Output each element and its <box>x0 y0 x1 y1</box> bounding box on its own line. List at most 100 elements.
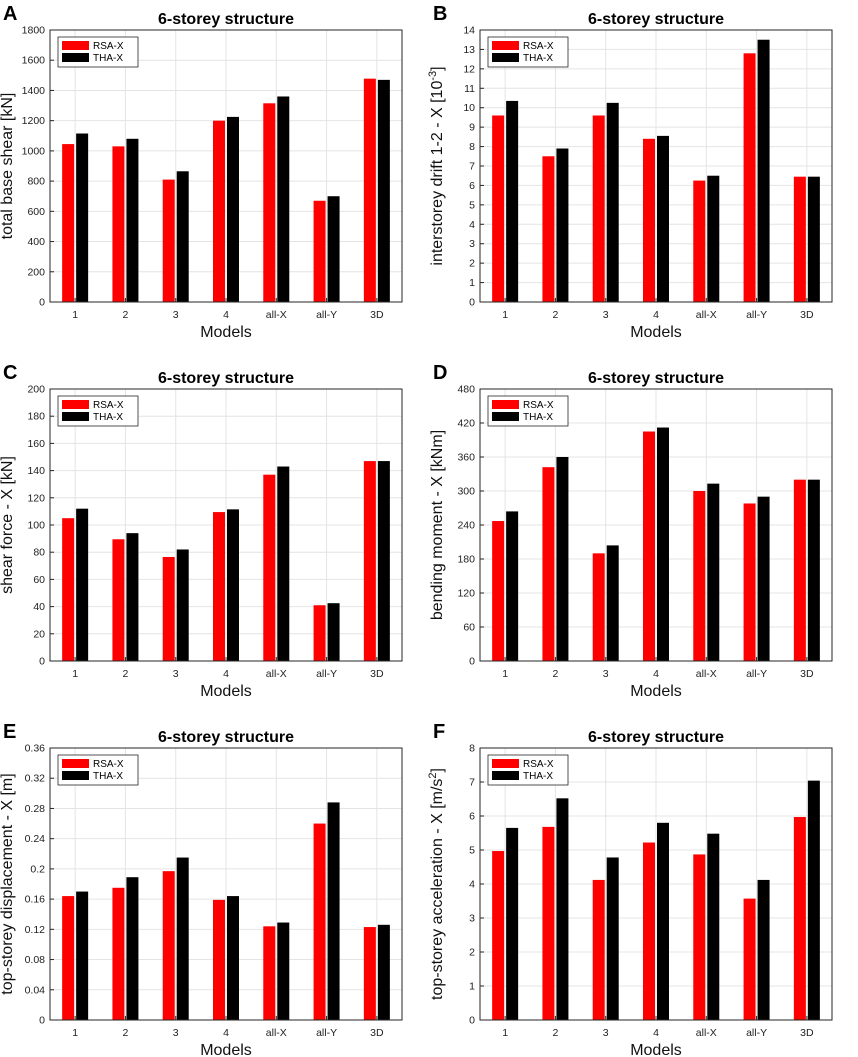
y-tick-label: 4 <box>469 219 475 231</box>
y-tick-label: 0.2 <box>30 863 45 875</box>
chart-panel-f: 0 1 2 3 4 5 6 7 8 1 2 3 4 all-X all-Y 3D F 6-storey struc… <box>427 721 833 1057</box>
panel-letter: F <box>433 721 445 743</box>
y-tick-label: 200 <box>27 384 45 396</box>
y-axis-label-end: ] <box>429 66 446 70</box>
bar-rsa-x-4 <box>643 842 655 1020</box>
y-tick-label: 0.16 <box>25 894 46 906</box>
bar-rsa-x-all-y <box>313 823 326 1020</box>
x-tick-label: 1 <box>502 309 508 321</box>
axes-box <box>479 29 833 303</box>
y-tick-label: 0.04 <box>25 984 46 996</box>
x-axis-label: Models <box>200 683 252 700</box>
y-tick-label: 1 <box>469 981 475 993</box>
y-tick-label: 60 <box>33 574 45 586</box>
legend-label-rsa-x: RSA-X <box>93 400 124 411</box>
y-tick-label: 13 <box>463 44 475 56</box>
y-tick-label: 2 <box>469 258 475 270</box>
bar-rsa-x-2 <box>112 146 125 302</box>
y-tick-label: 8 <box>469 743 475 755</box>
bar-tha-x-3 <box>176 857 189 1020</box>
legend-label-tha-x: THA-X <box>523 53 553 64</box>
bar-rsa-x-all-y <box>313 605 326 661</box>
y-tick-label: 3 <box>469 238 475 250</box>
y-tick-label: 600 <box>27 206 45 218</box>
x-axis-label: Models <box>200 1042 252 1057</box>
bar-tha-x-4 <box>227 116 239 302</box>
axes-box <box>479 388 833 662</box>
x-tick-label: 3 <box>603 668 609 680</box>
chart-title: 6-storey structure <box>588 729 724 746</box>
x-tick-label: 3D <box>370 668 384 680</box>
legend-label-tha-x: THA-X <box>523 412 553 423</box>
panel-letter: C <box>3 362 17 384</box>
x-tick-label: all-Y <box>746 309 767 321</box>
y-tick-label: 0.32 <box>25 773 46 785</box>
y-axis-label: total base shear [kN] <box>0 93 16 240</box>
x-tick-label: 3D <box>370 309 384 321</box>
y-axis-label-end: ] <box>429 768 446 772</box>
bar-rsa-x-3d <box>793 479 806 661</box>
y-tick-label: 14 <box>463 25 475 37</box>
axes-box <box>479 747 833 1021</box>
bar-tha-x-all-x <box>707 483 720 661</box>
bar-rsa-x-3 <box>592 115 605 302</box>
y-tick-label: 1600 <box>22 55 46 67</box>
bar-tha-x-all-x <box>277 922 290 1020</box>
x-tick-label: 2 <box>553 309 559 321</box>
legend-label-rsa-x: RSA-X <box>523 400 554 411</box>
legend-swatch-rsa-x <box>492 400 519 409</box>
bar-rsa-x-1 <box>62 144 75 302</box>
bar-tha-x-1 <box>506 511 519 661</box>
y-tick-label: 300 <box>457 486 475 498</box>
x-tick-label: all-X <box>266 309 287 321</box>
legend-swatch-rsa-x <box>62 759 89 768</box>
bar-tha-x-3 <box>606 102 619 302</box>
x-tick-label: all-X <box>696 668 717 680</box>
y-tick-label: 0 <box>469 297 475 309</box>
chart-title: 6-storey structure <box>158 11 294 28</box>
x-axis-label: Models <box>630 324 682 341</box>
chart-panel-e: 0 0.04 0.08 0.12 0.16 0.2 0.24 0.28 0.32 0.36 1 2 3 4… <box>0 721 403 1057</box>
bar-rsa-x-3 <box>162 556 175 661</box>
bar-rsa-x-4 <box>213 512 225 661</box>
y-tick-label: 7 <box>469 777 475 789</box>
y-axis-label: interstorey drift 1-2 - X [10-3] <box>427 66 446 265</box>
y-axis-label-superscript: -3 <box>427 71 439 81</box>
bar-rsa-x-1 <box>492 851 505 1020</box>
y-tick-label: 2 <box>469 947 475 959</box>
legend-swatch-rsa-x <box>492 759 519 768</box>
bar-rsa-x-4 <box>213 899 225 1020</box>
bar-tha-x-3d <box>807 479 820 661</box>
y-tick-label: 1400 <box>22 85 46 97</box>
bar-tha-x-3 <box>606 857 619 1020</box>
x-tick-label: 3D <box>800 309 814 321</box>
bar-rsa-x-all-y <box>743 898 756 1020</box>
x-tick-label: all-Y <box>316 1027 337 1039</box>
chart-title: 6-storey structure <box>158 370 294 387</box>
chart-title: 6-storey structure <box>588 11 724 28</box>
x-tick-label: 4 <box>223 309 229 321</box>
y-tick-label: 3 <box>469 913 475 925</box>
bar-rsa-x-3d <box>793 176 806 302</box>
x-tick-label: 2 <box>123 668 129 680</box>
y-tick-label: 800 <box>27 176 45 188</box>
y-tick-label: 240 <box>457 520 475 532</box>
bar-rsa-x-2 <box>542 467 555 661</box>
y-tick-label: 80 <box>33 547 45 559</box>
x-tick-label: 4 <box>653 1027 659 1039</box>
y-axis-label: top-storey acceleration - X [m/s2] <box>427 768 446 1000</box>
chart-panel-c: 0 20 40 60 80 100 120 140 160 180 200 1 2 3 4 all-X all-… <box>0 362 403 700</box>
bar-rsa-x-2 <box>112 539 125 661</box>
y-tick-label: 1000 <box>22 145 46 157</box>
bar-tha-x-3d <box>807 780 820 1020</box>
bar-rsa-x-3d <box>793 817 806 1020</box>
x-tick-label: 3 <box>603 1027 609 1039</box>
bar-rsa-x-3 <box>162 871 175 1020</box>
bar-rsa-x-all-x <box>693 180 706 302</box>
axes-box <box>49 747 403 1021</box>
y-tick-label: 0.08 <box>25 954 46 966</box>
y-axis-label: top-storey displacement - X [m] <box>0 773 16 994</box>
bar-rsa-x-all-y <box>743 503 756 661</box>
